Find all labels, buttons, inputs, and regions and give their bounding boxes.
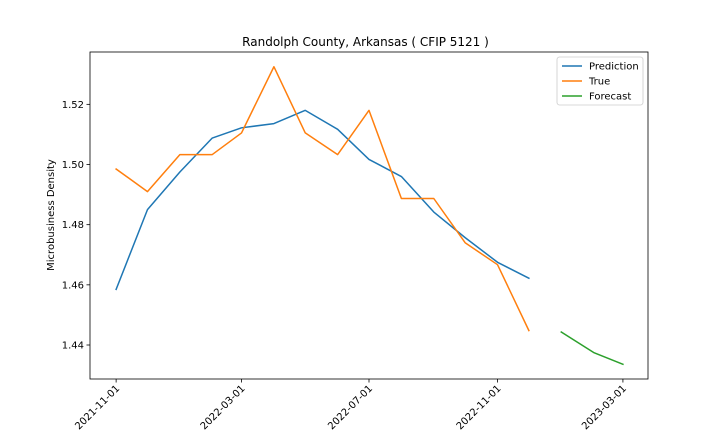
y-tick-label: 1.48 (62, 220, 84, 231)
plot-area (115, 65, 624, 366)
y-tick-label: 1.50 (62, 160, 84, 171)
y-axis-label-group: Microbusiness Density (46, 159, 57, 271)
y-tick-label: 1.46 (62, 280, 84, 291)
series-line-forecast (560, 331, 624, 366)
y-axis-label: Microbusiness Density (46, 159, 57, 271)
series-line-prediction (115, 109, 530, 291)
legend: Prediction True Forecast (556, 56, 644, 106)
legend-label-true: True (588, 77, 610, 88)
y-tick-label: 1.44 (62, 341, 84, 352)
legend-label-prediction: Prediction (589, 62, 639, 73)
legend-box (556, 56, 644, 106)
chart-title: Randolph County, Arkansas ( CFIP 5121 ) (242, 35, 489, 49)
legend-label-forecast: Forecast (589, 92, 631, 103)
y-tick-label: 1.52 (62, 100, 84, 111)
series-line-true (115, 65, 530, 332)
